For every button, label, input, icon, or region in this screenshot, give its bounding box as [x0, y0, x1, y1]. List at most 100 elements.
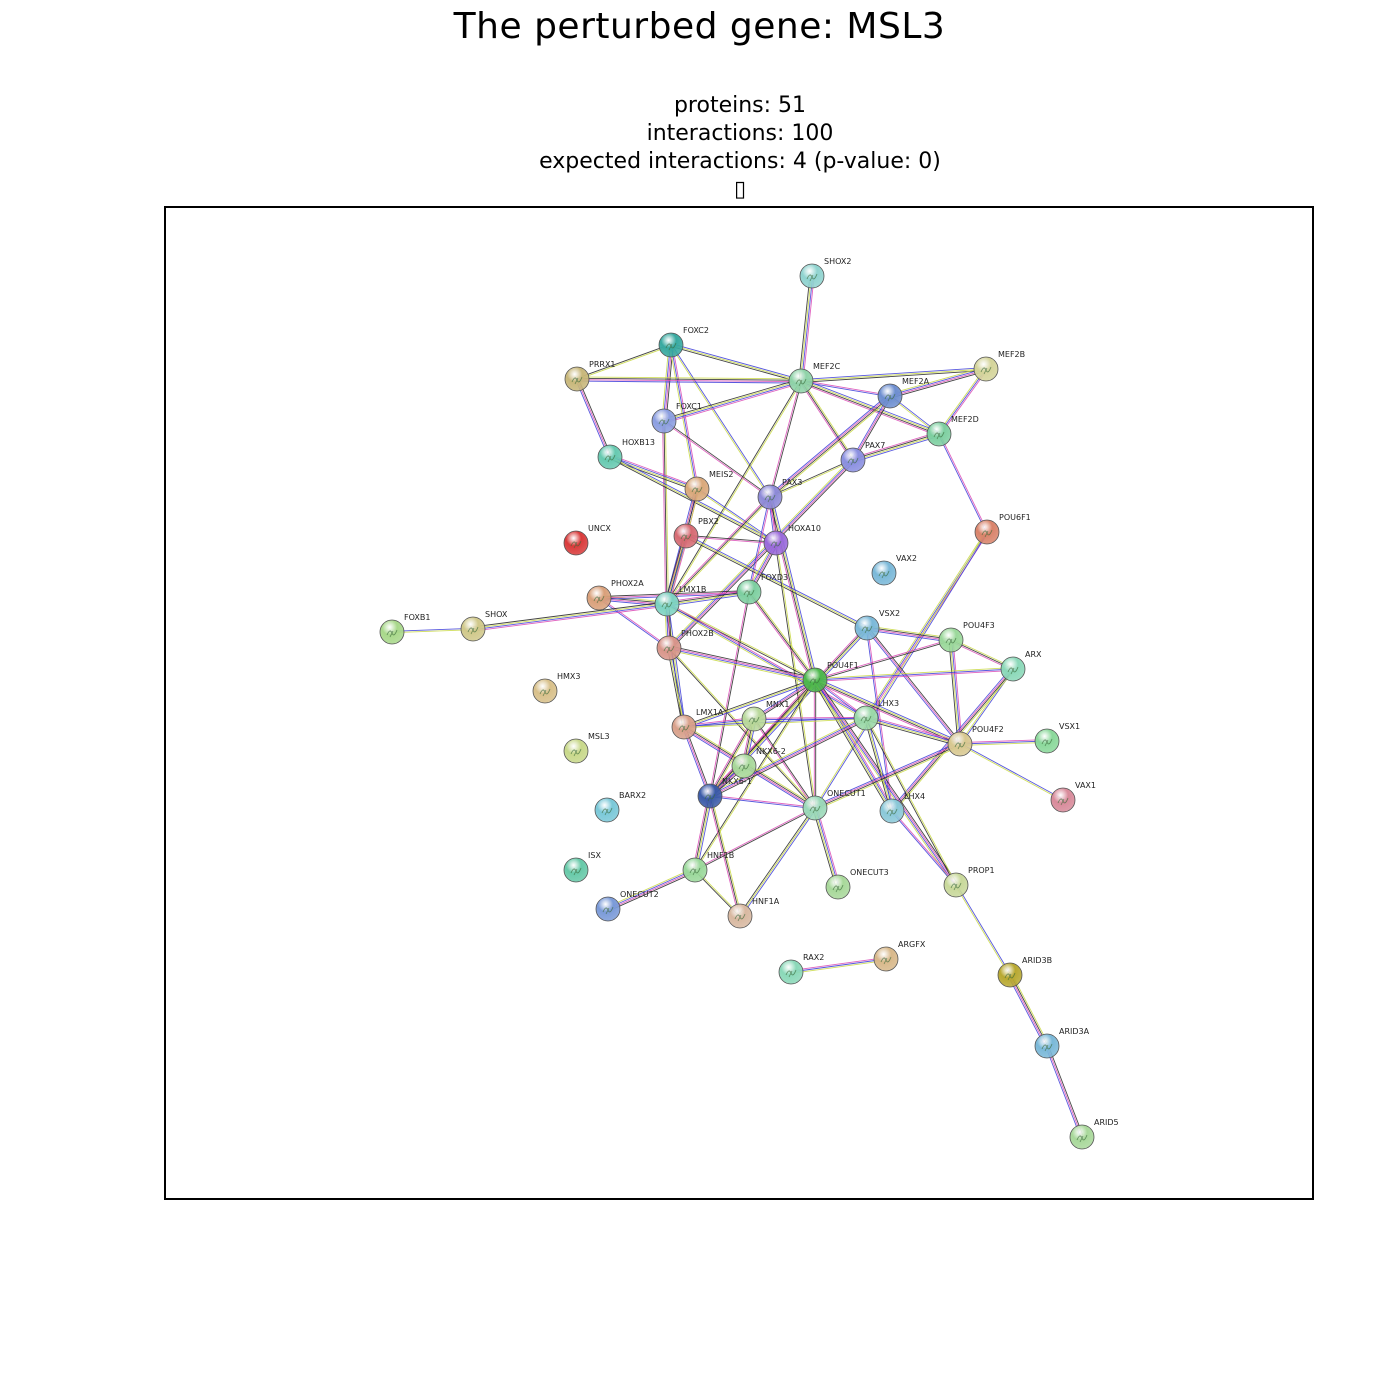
node-hnf1b[interactable]: HNF1B	[682, 851, 734, 883]
node-label: FOXD3	[761, 573, 788, 582]
edge-RAX2-ARGFX	[790, 957, 887, 974]
node-onecut1[interactable]: ONECUT1	[802, 789, 866, 821]
node-label: MNX1	[766, 700, 789, 709]
node-hmx3[interactable]: HMX3	[532, 672, 581, 704]
edge-MEF2C-MEF2D	[800, 378, 940, 437]
edge-MNX1-NKX6-1	[708, 718, 756, 797]
node-vsx2[interactable]: VSX2	[854, 609, 900, 641]
node-isx[interactable]: ISX	[563, 851, 601, 883]
node-arid5[interactable]: ARID5	[1069, 1118, 1119, 1150]
node-pou4f3[interactable]: POU4F3	[938, 621, 995, 653]
node-pax3[interactable]: PAX3	[757, 478, 802, 510]
edge-VSX2-POU4F3	[866, 625, 952, 643]
edge-ONECUT1-ONECUT3	[812, 807, 841, 888]
node-uncx[interactable]: UNCX	[563, 524, 611, 556]
node-hoxb13[interactable]: HOXB13	[597, 438, 655, 470]
nodes-layer: SHOX2 FOXC2 PRRX1 MEF2C MEF2B MEF2A FOXC1 MEF2D…	[379, 257, 1119, 1150]
node-label: POU4F2	[972, 725, 1004, 734]
edge-ARX-POU4F1	[814, 667, 1014, 682]
node-label: VAX2	[896, 554, 917, 563]
node-nkx6-2[interactable]: NKX6-2	[731, 747, 786, 779]
edge-POU4F2-VAX1	[959, 742, 1064, 802]
node-foxb1[interactable]: FOXB1	[379, 613, 430, 645]
edge-FOXC2-MEF2C	[670, 343, 802, 383]
edge-LHX3-POU4F2	[865, 715, 961, 747]
node-mef2a[interactable]: MEF2A	[877, 377, 930, 409]
node-foxd3[interactable]: FOXD3	[736, 573, 788, 605]
node-vax1[interactable]: VAX1	[1050, 781, 1096, 813]
node-label: ONECUT2	[620, 890, 659, 899]
node-onecut3[interactable]: ONECUT3	[825, 868, 889, 900]
edge-FOXD3-LMX1B	[666, 589, 750, 607]
node-phox2b[interactable]: PHOX2B	[656, 629, 714, 661]
node-prop1[interactable]: PROP1	[943, 866, 995, 898]
node-mef2c[interactable]: MEF2C	[788, 362, 841, 394]
edge-LHX3-LHX4	[864, 717, 894, 812]
edge-FOXC2-PRRX1	[576, 343, 672, 381]
edge-POU4F1-PROP1	[812, 678, 959, 887]
node-prrx1[interactable]: PRRX1	[564, 360, 616, 392]
node-foxc2[interactable]: FOXC2	[658, 326, 709, 358]
node-pou4f1[interactable]: POU4F1	[802, 661, 859, 693]
node-label: PHOX2B	[681, 629, 714, 638]
node-lhx3[interactable]: LHX3	[853, 699, 899, 731]
node-phox2a[interactable]: PHOX2A	[586, 579, 644, 611]
node-msl3[interactable]: MSL3	[563, 732, 610, 764]
edge-MEF2C-PAX7	[799, 379, 855, 462]
node-label: LHX3	[878, 699, 899, 708]
edge-POU4F2-ONECUT1	[813, 741, 962, 811]
node-lmx1a[interactable]: LMX1A	[671, 708, 724, 740]
node-pbx2[interactable]: PBX2	[673, 517, 719, 549]
node-nkx6-1[interactable]: NKX6-1	[697, 777, 752, 809]
node-label: PAX3	[782, 478, 802, 487]
edge-FOXC2-FOXC1	[661, 344, 674, 422]
node-arid3a[interactable]: ARID3A	[1034, 1027, 1090, 1059]
node-onecut2[interactable]: ONECUT2	[595, 890, 659, 922]
edge-PHOX2B-ONECUT1	[668, 647, 816, 809]
node-argfx[interactable]: ARGFX	[873, 940, 926, 972]
node-barx2[interactable]: BARX2	[594, 791, 646, 823]
node-label: FOXB1	[404, 613, 430, 622]
node-label: MEF2B	[998, 350, 1025, 359]
edge-FOXD3-NKX6-1	[708, 591, 751, 797]
node-rax2[interactable]: RAX2	[778, 953, 824, 985]
edge-LHX4-PROP1	[891, 810, 957, 886]
node-arx[interactable]: ARX	[1000, 650, 1042, 682]
chart-title: The perturbed gene: MSL3	[453, 6, 946, 47]
edge-MEF2C-FOXC1	[663, 378, 802, 424]
node-label: HOXB13	[622, 438, 655, 447]
node-pou6f1[interactable]: POU6F1	[974, 513, 1031, 545]
node-mef2b[interactable]: MEF2B	[973, 350, 1025, 382]
node-shox[interactable]: SHOX	[460, 610, 508, 642]
node-label: ARX	[1025, 650, 1042, 659]
node-shox2[interactable]: SHOX2	[799, 257, 851, 289]
node-mef2d[interactable]: MEF2D	[926, 415, 979, 447]
node-hnf1a[interactable]: HNF1A	[727, 897, 780, 929]
node-label: MEF2C	[813, 362, 841, 371]
edge-POU4F3-POU4F2	[948, 639, 963, 745]
edge-MEF2B-MEF2D	[937, 367, 988, 436]
node-hoxa10[interactable]: HOXA10	[763, 524, 821, 556]
edge-ARID3A-ARID5	[1045, 1045, 1084, 1138]
node-label: VSX2	[879, 609, 900, 618]
node-lhx4[interactable]: LHX4	[879, 792, 925, 824]
node-foxc1[interactable]: FOXC1	[651, 402, 702, 434]
node-label: HNF1A	[752, 897, 780, 906]
node-label: SHOX2	[824, 257, 851, 266]
edge-ONECUT1-HNF1A	[738, 806, 817, 918]
node-label: FOXC2	[683, 326, 709, 335]
node-meis2[interactable]: MEIS2	[684, 470, 733, 502]
node-label: PROP1	[968, 866, 995, 875]
node-label: ONECUT3	[850, 868, 889, 877]
edge-NKX6-1-HNF1B	[692, 795, 713, 871]
node-pou4f2[interactable]: POU4F2	[947, 725, 1004, 757]
node-pax7[interactable]: PAX7	[840, 441, 885, 473]
node-lmx1b[interactable]: LMX1B	[654, 585, 706, 617]
node-vax2[interactable]: VAX2	[871, 554, 917, 586]
node-label: PHOX2A	[611, 579, 644, 588]
node-mnx1[interactable]: MNX1	[741, 700, 789, 732]
node-vsx1[interactable]: VSX1	[1034, 722, 1080, 754]
node-label: LMX1B	[679, 585, 706, 594]
node-arid3b[interactable]: ARID3B	[997, 956, 1052, 988]
